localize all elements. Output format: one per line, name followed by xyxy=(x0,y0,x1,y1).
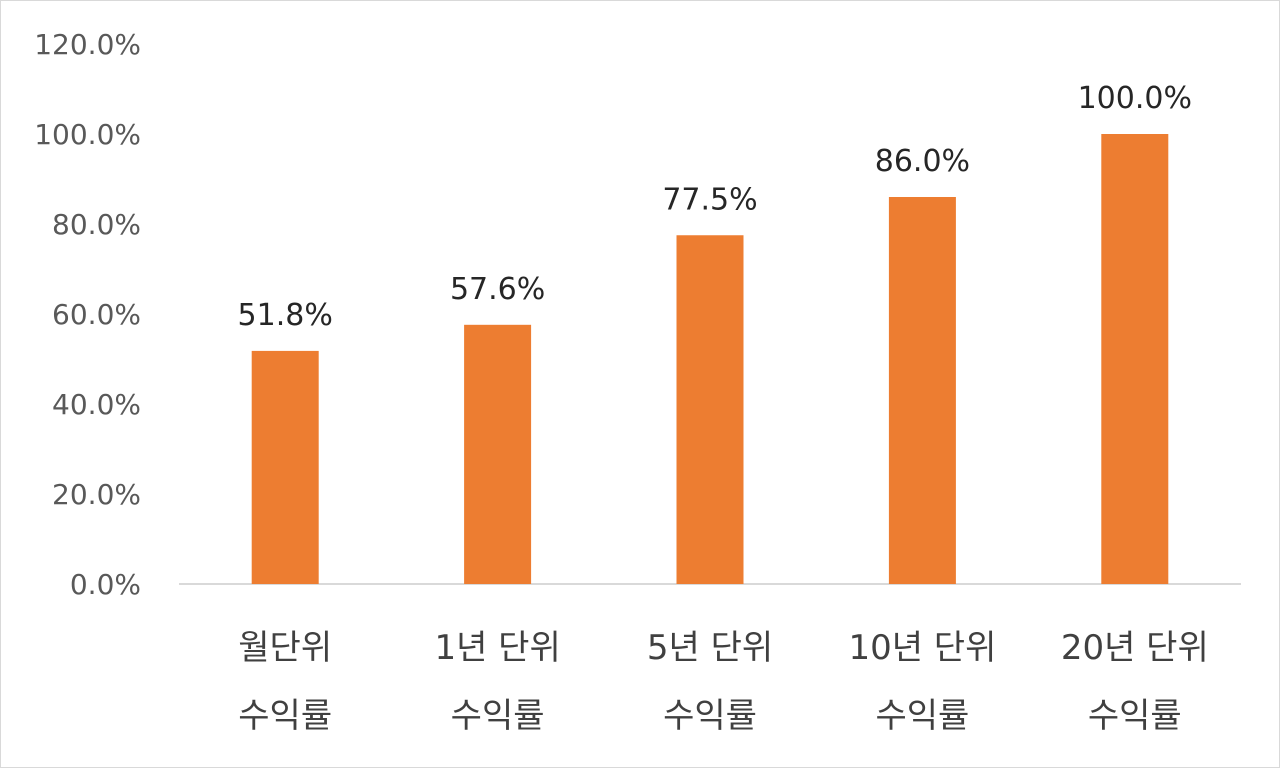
data-label: 77.5% xyxy=(662,182,757,217)
data-label: 51.8% xyxy=(238,298,333,333)
category-label: 수익률 xyxy=(238,696,332,736)
y-tick-label: 80.0% xyxy=(52,208,141,241)
category-label: 5년 단위 xyxy=(647,628,773,668)
y-tick-label: 40.0% xyxy=(52,388,141,421)
category-label: 20년 단위 xyxy=(1061,628,1209,668)
bar xyxy=(251,350,319,584)
category-label: 수익률 xyxy=(1088,696,1182,736)
category-label: 월단위 xyxy=(238,628,332,668)
y-tick-label: 20.0% xyxy=(52,478,141,511)
bar xyxy=(1101,134,1169,584)
data-label: 86.0% xyxy=(875,144,970,179)
data-label: 100.0% xyxy=(1078,81,1192,116)
bar xyxy=(464,324,532,584)
y-tick-label: 0.0% xyxy=(70,568,141,601)
category-label: 수익률 xyxy=(663,696,757,736)
bar xyxy=(888,197,956,584)
y-tick-label: 120.0% xyxy=(34,28,141,61)
bar xyxy=(676,235,744,584)
y-tick-label: 60.0% xyxy=(52,298,141,331)
category-label: 10년 단위 xyxy=(848,628,996,668)
data-label: 57.6% xyxy=(450,272,545,307)
y-tick-label: 100.0% xyxy=(34,118,141,151)
category-label: 1년 단위 xyxy=(434,628,560,668)
category-label: 수익률 xyxy=(451,696,545,736)
category-label: 수익률 xyxy=(875,696,969,736)
